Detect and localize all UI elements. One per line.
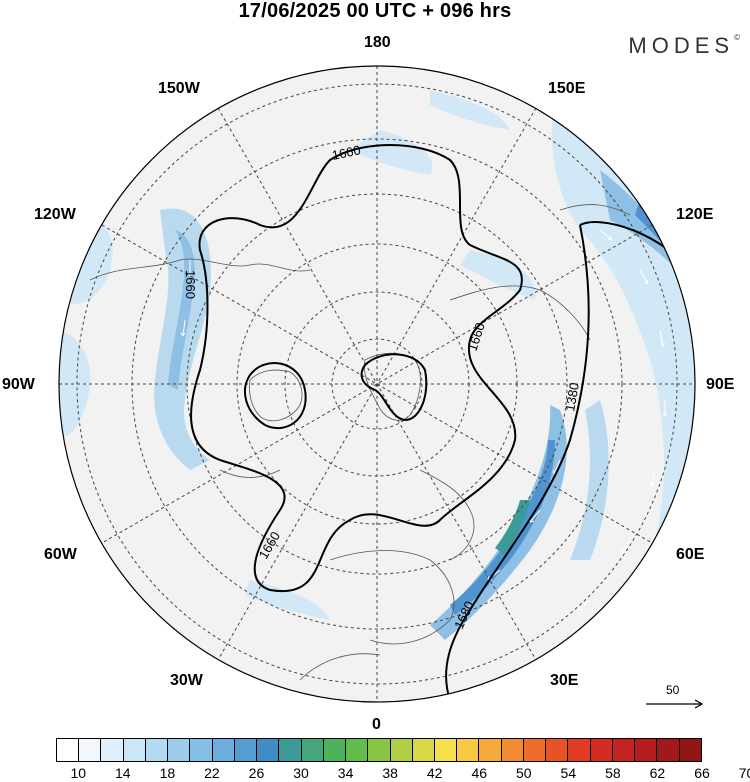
colorbar-tick-label: 10 <box>70 765 87 781</box>
wind-scale-arrow <box>646 699 704 709</box>
colorbar-swatch <box>635 739 658 761</box>
colorbar-swatch <box>590 739 613 761</box>
colorbar-tick-label: 58 <box>605 765 621 781</box>
longitude-label: 120W <box>34 206 76 223</box>
colorbar-swatch <box>212 739 235 761</box>
colorbar-swatch <box>368 739 391 761</box>
longitude-label: 30E <box>550 672 579 689</box>
colorbar-tick-label: 14 <box>115 765 131 781</box>
brand-logo: MODES© <box>628 33 740 59</box>
colorbar-swatch <box>257 739 280 761</box>
colorbar-tick-label: 34 <box>337 765 354 781</box>
longitude-label: 150W <box>158 80 200 97</box>
contour-label: 1660 <box>331 142 362 163</box>
colorbar-swatch <box>501 739 524 761</box>
colorbar-tick-label: 66 <box>694 765 710 781</box>
colorbar-tick-label: 54 <box>560 765 577 781</box>
colorbar-swatch <box>546 739 569 761</box>
colorbar-tick-label: 42 <box>426 765 443 781</box>
longitude-label: 90E <box>706 376 735 393</box>
colorbar-tick-label: 38 <box>382 765 398 781</box>
colorbar-swatch <box>457 739 480 761</box>
longitude-label: 90W <box>2 376 35 393</box>
colorbar-swatch <box>57 739 80 761</box>
longitude-label: 0 <box>372 716 381 733</box>
colorbar-swatch <box>168 739 191 761</box>
colorbar-swatch <box>279 739 302 761</box>
colorbar-tick-label: 26 <box>248 765 265 781</box>
longitude-label: 150E <box>548 80 586 97</box>
colorbar-swatch <box>323 739 347 761</box>
longitude-label: 30W <box>170 672 203 689</box>
colorbar <box>56 738 702 762</box>
longitude-label: 60E <box>676 546 705 563</box>
contour-label: 1660 <box>183 270 198 299</box>
colorbar-swatch <box>657 739 680 761</box>
colorbar-swatch <box>234 739 258 761</box>
coastlines <box>89 204 631 681</box>
contour-label: 1380 <box>562 381 582 412</box>
colorbar-swatch <box>390 739 413 761</box>
colorbar-swatch <box>523 739 547 761</box>
colorbar-swatch <box>568 739 591 761</box>
colorbar-swatch <box>101 739 124 761</box>
brand-name: MODES <box>628 33 735 58</box>
colorbar-swatch <box>79 739 102 761</box>
copyright-mark: © <box>734 33 740 42</box>
colorbar-swatch <box>123 739 146 761</box>
colorbar-swatch <box>612 739 636 761</box>
map-border <box>58 65 696 703</box>
colorbar-tick-label: 22 <box>204 765 220 781</box>
colorbar-swatch <box>679 739 701 761</box>
wind-scale-label: 50 <box>666 683 680 697</box>
colorbar-swatch <box>346 739 369 761</box>
colorbar-swatch <box>145 739 169 761</box>
colorbar-tick-label: 62 <box>649 765 666 781</box>
colorbar-tick-label: 18 <box>159 765 176 781</box>
graticule <box>59 66 695 702</box>
colorbar-swatch <box>434 739 458 761</box>
colorbar-swatch <box>479 739 502 761</box>
colorbar-swatch <box>412 739 435 761</box>
page-title: 17/06/2025 00 UTC + 096 hrs <box>238 0 512 22</box>
colorbar-tick-label: 30 <box>293 765 309 781</box>
colorbar-tick-label: 50 <box>515 765 532 781</box>
colorbar-tick-label: 46 <box>471 765 488 781</box>
colorbar-swatch <box>190 739 213 761</box>
colorbar-swatch <box>301 739 324 761</box>
colorbar-tick-label: 70 <box>738 765 750 781</box>
longitude-label: 120E <box>676 206 714 223</box>
longitude-label: 60W <box>44 546 77 563</box>
longitude-label: 180 <box>364 34 391 51</box>
